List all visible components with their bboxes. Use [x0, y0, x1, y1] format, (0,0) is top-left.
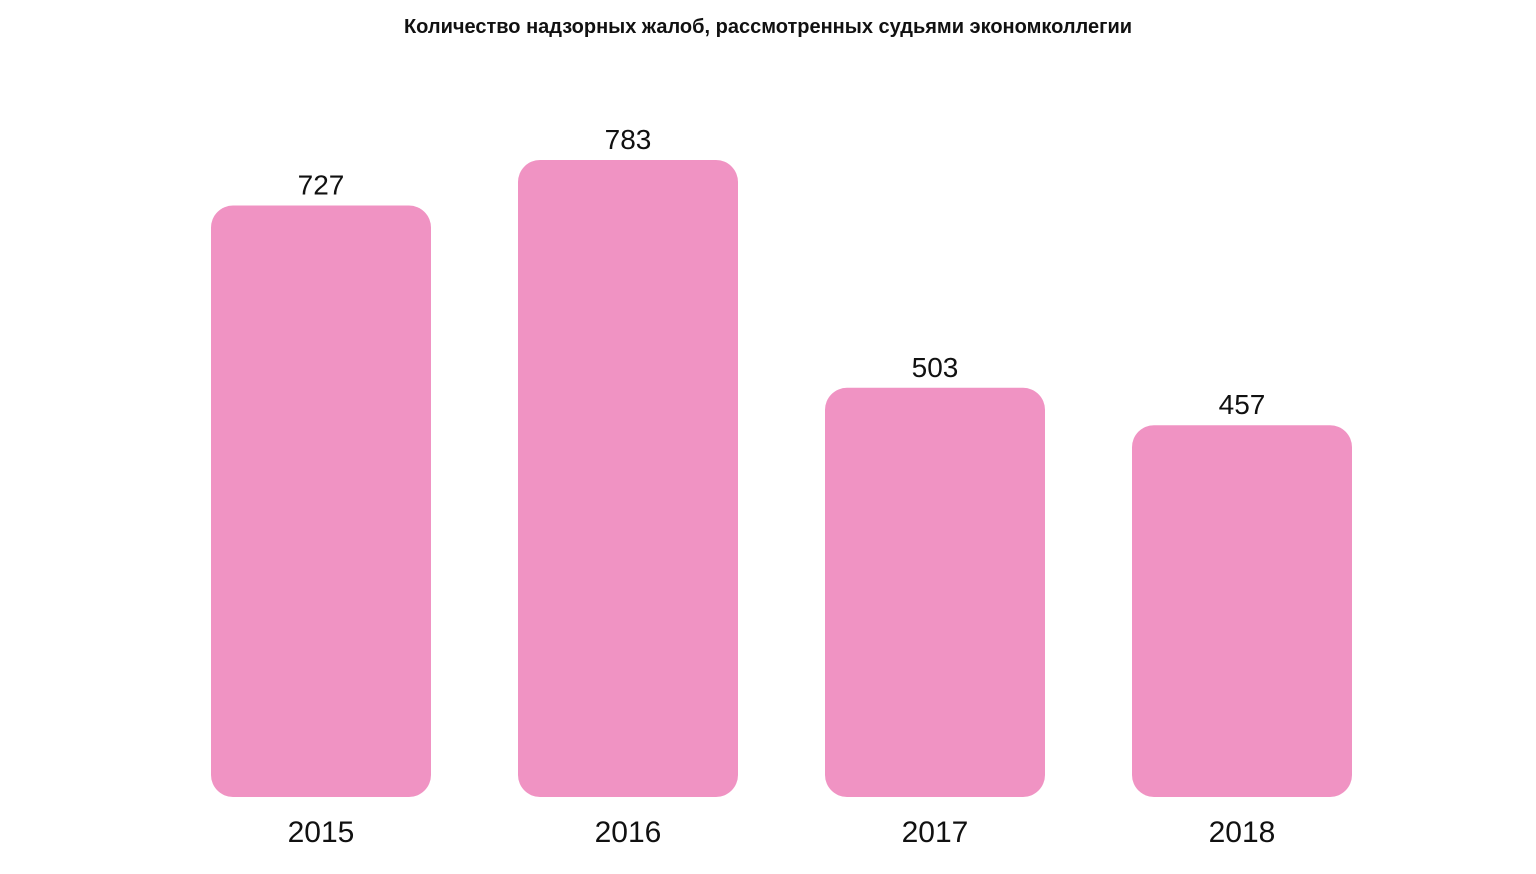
data-label-2018: 457: [1219, 389, 1266, 420]
x-tick-label-2018: 2018: [1209, 816, 1276, 849]
bar-2018: [1132, 425, 1352, 797]
data-label-2015: 727: [298, 170, 345, 201]
chart-title: Количество надзорных жалоб, рассмотренны…: [403, 16, 1133, 38]
x-tick-label-2017: 2017: [902, 816, 969, 849]
data-label-2017: 503: [912, 352, 959, 383]
bar-2017: [825, 387, 1045, 797]
x-tick-label-2016: 2016: [595, 816, 662, 849]
bar-2016: [518, 160, 738, 797]
x-tick-label-2015: 2015: [288, 816, 355, 849]
bar-2015: [211, 205, 431, 797]
data-label-2016: 783: [605, 124, 652, 155]
